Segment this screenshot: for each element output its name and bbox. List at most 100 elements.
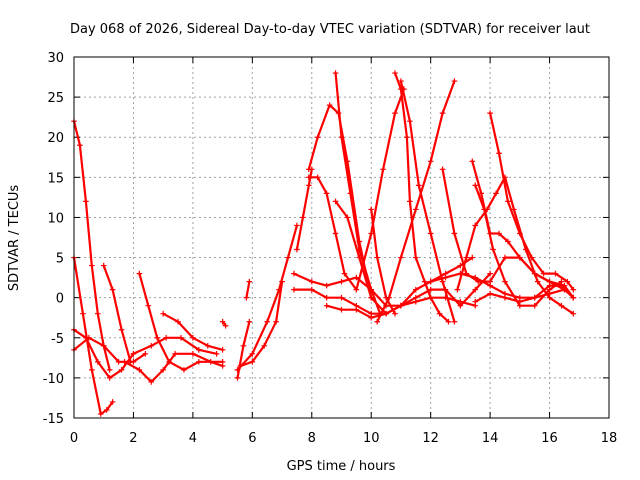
data-point (154, 334, 161, 341)
data-point (106, 367, 113, 373)
data-point (86, 334, 92, 341)
series-arc-10 (219, 318, 229, 329)
data-point (570, 294, 577, 301)
data-point (276, 286, 282, 293)
data-point (451, 318, 458, 325)
data-point (291, 286, 297, 293)
data-point (564, 278, 571, 285)
x-tick-label: 0 (70, 431, 78, 446)
series-line (72, 336, 147, 363)
data-point (374, 318, 380, 325)
data-point (338, 134, 345, 141)
data-point (306, 182, 312, 189)
data-point (118, 367, 125, 373)
data-point (89, 367, 95, 373)
series-arc-26 (323, 294, 479, 321)
data-point (196, 359, 202, 365)
series-line (162, 312, 224, 351)
data-point (517, 230, 523, 237)
data-point (306, 166, 312, 173)
data-point (442, 286, 449, 293)
data-point (148, 379, 155, 385)
x-tick-label: 18 (601, 431, 618, 446)
data-point (181, 367, 187, 373)
data-point (451, 230, 458, 237)
data-point (374, 254, 380, 261)
data-point (344, 214, 351, 221)
data-point (323, 190, 330, 197)
series-line (474, 184, 563, 307)
series-arc-2 (71, 254, 116, 417)
data-point (190, 334, 196, 341)
data-point (219, 363, 226, 369)
series-line (72, 256, 114, 416)
data-point (130, 351, 137, 357)
data-point (484, 206, 490, 213)
x-tick-label: 16 (541, 431, 558, 446)
series-line (123, 352, 224, 383)
data-point (546, 294, 553, 301)
data-point (204, 343, 211, 349)
data-point (493, 190, 499, 197)
series-arc-12 (243, 278, 253, 301)
x-tick-label: 14 (482, 431, 499, 446)
series-arc-6 (136, 270, 226, 373)
data-point (118, 326, 125, 333)
data-point (356, 254, 363, 261)
data-point (392, 70, 398, 76)
data-point (291, 270, 297, 277)
data-point (531, 294, 538, 301)
y-tick-label: 5 (56, 252, 64, 267)
data-point (306, 174, 312, 181)
data-point (439, 278, 446, 285)
data-point (77, 142, 83, 149)
data-point (383, 302, 389, 309)
data-series-group (71, 70, 577, 417)
series-line (307, 87, 405, 291)
data-point (383, 310, 389, 317)
y-tick-label: -10 (43, 372, 64, 387)
series-line (236, 224, 298, 371)
series-arc-4 (71, 334, 149, 365)
data-point (472, 222, 479, 229)
data-point (338, 294, 345, 301)
y-tick-label: 10 (47, 211, 64, 226)
data-point (469, 158, 476, 165)
series-line (102, 264, 132, 363)
data-point (368, 206, 375, 213)
data-point (442, 294, 449, 301)
data-point (80, 310, 86, 317)
data-point (392, 110, 398, 116)
data-point (285, 254, 291, 261)
data-point (496, 150, 502, 157)
series-arc-18 (306, 86, 407, 293)
data-point (398, 254, 404, 261)
data-point (347, 190, 354, 197)
series-arc-5 (100, 262, 134, 365)
data-point (368, 230, 375, 237)
data-point (314, 134, 321, 141)
data-point (445, 318, 452, 325)
data-point (172, 351, 178, 357)
data-point (427, 158, 434, 165)
data-point (109, 399, 116, 405)
series-arc-30 (472, 182, 565, 309)
y-tick-label: -5 (51, 332, 64, 347)
x-tick-label: 2 (129, 431, 137, 446)
x-tick-label: 12 (422, 431, 439, 446)
data-point (145, 302, 152, 309)
data-point (323, 302, 330, 309)
data-point (353, 274, 360, 281)
series-line (334, 71, 382, 315)
series-arc-15 (294, 166, 315, 253)
data-point (517, 254, 523, 261)
data-point (106, 375, 113, 381)
data-point (121, 359, 128, 365)
data-point (190, 351, 196, 357)
series-line (132, 336, 218, 355)
x-tick-label: 4 (189, 431, 197, 446)
data-point (103, 407, 110, 413)
x-axis-label: GPS time / hours (287, 459, 396, 474)
data-point (368, 286, 375, 293)
